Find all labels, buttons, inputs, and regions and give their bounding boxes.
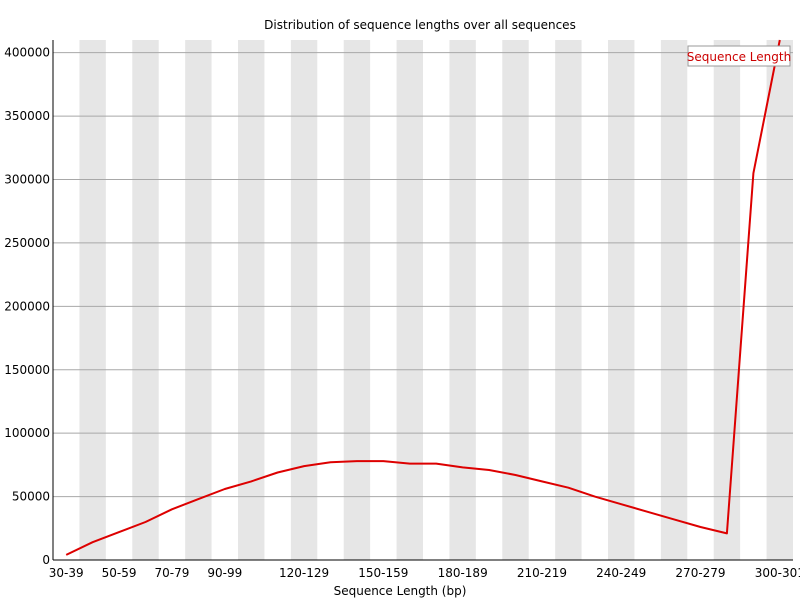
x-tick-label: 120-129 xyxy=(279,566,329,580)
series-layer xyxy=(65,39,781,556)
legend: Sequence Length xyxy=(687,45,791,67)
background-band xyxy=(555,40,582,560)
y-tick-labels: 0 50000 100000 150000 200000 250000 300000 3500… xyxy=(4,46,50,567)
x-tick-labels: 30-39 50-59 70-79 90-99 120-129 150-159 180-18… xyxy=(49,566,800,580)
x-tick-label: 300-301 xyxy=(755,566,800,580)
axes xyxy=(52,40,793,561)
y-tick-label: 200000 xyxy=(4,299,50,313)
background-band xyxy=(132,40,159,560)
x-tick-label: 30-39 xyxy=(49,566,84,580)
y-gridlines xyxy=(53,52,793,498)
alternating-bands xyxy=(79,40,793,560)
y-tick-label: 50000 xyxy=(12,490,50,504)
background-band xyxy=(608,40,635,560)
legend-label-sequence-length: Sequence Length xyxy=(687,50,791,64)
x-tick-label: 270-279 xyxy=(675,566,725,580)
background-band xyxy=(79,40,106,560)
y-tick-label: 250000 xyxy=(4,236,50,250)
x-tick-label: 70-79 xyxy=(154,566,189,580)
x-tick-label: 50-59 xyxy=(102,566,137,580)
chart-title: Distribution of sequence lengths over al… xyxy=(264,18,576,32)
background-band xyxy=(238,40,265,560)
x-axis-title: Sequence Length (bp) xyxy=(334,584,467,598)
legend-box xyxy=(687,45,791,67)
background-band xyxy=(766,40,793,560)
y-tick-label: 300000 xyxy=(4,173,50,187)
y-tick-label: 150000 xyxy=(4,363,50,377)
background-band xyxy=(343,40,371,560)
y-tick-label: 350000 xyxy=(4,109,50,123)
y-tick-label: 100000 xyxy=(4,426,50,440)
x-tick-label: 210-219 xyxy=(517,566,567,580)
background-band xyxy=(185,40,212,560)
x-tick-label: 180-189 xyxy=(438,566,488,580)
background-band xyxy=(396,40,423,560)
background-band xyxy=(449,40,476,560)
series-line-sequence-length xyxy=(65,39,781,556)
background-band xyxy=(660,40,688,560)
background-band xyxy=(502,40,529,560)
background-band xyxy=(290,40,318,560)
background-band xyxy=(713,40,741,560)
y-tick-label: 0 xyxy=(42,553,50,567)
x-tick-label: 240-249 xyxy=(596,566,646,580)
x-tick-label: 90-99 xyxy=(207,566,242,580)
y-tick-label: 400000 xyxy=(4,46,50,60)
x-tick-label: 150-159 xyxy=(358,566,408,580)
